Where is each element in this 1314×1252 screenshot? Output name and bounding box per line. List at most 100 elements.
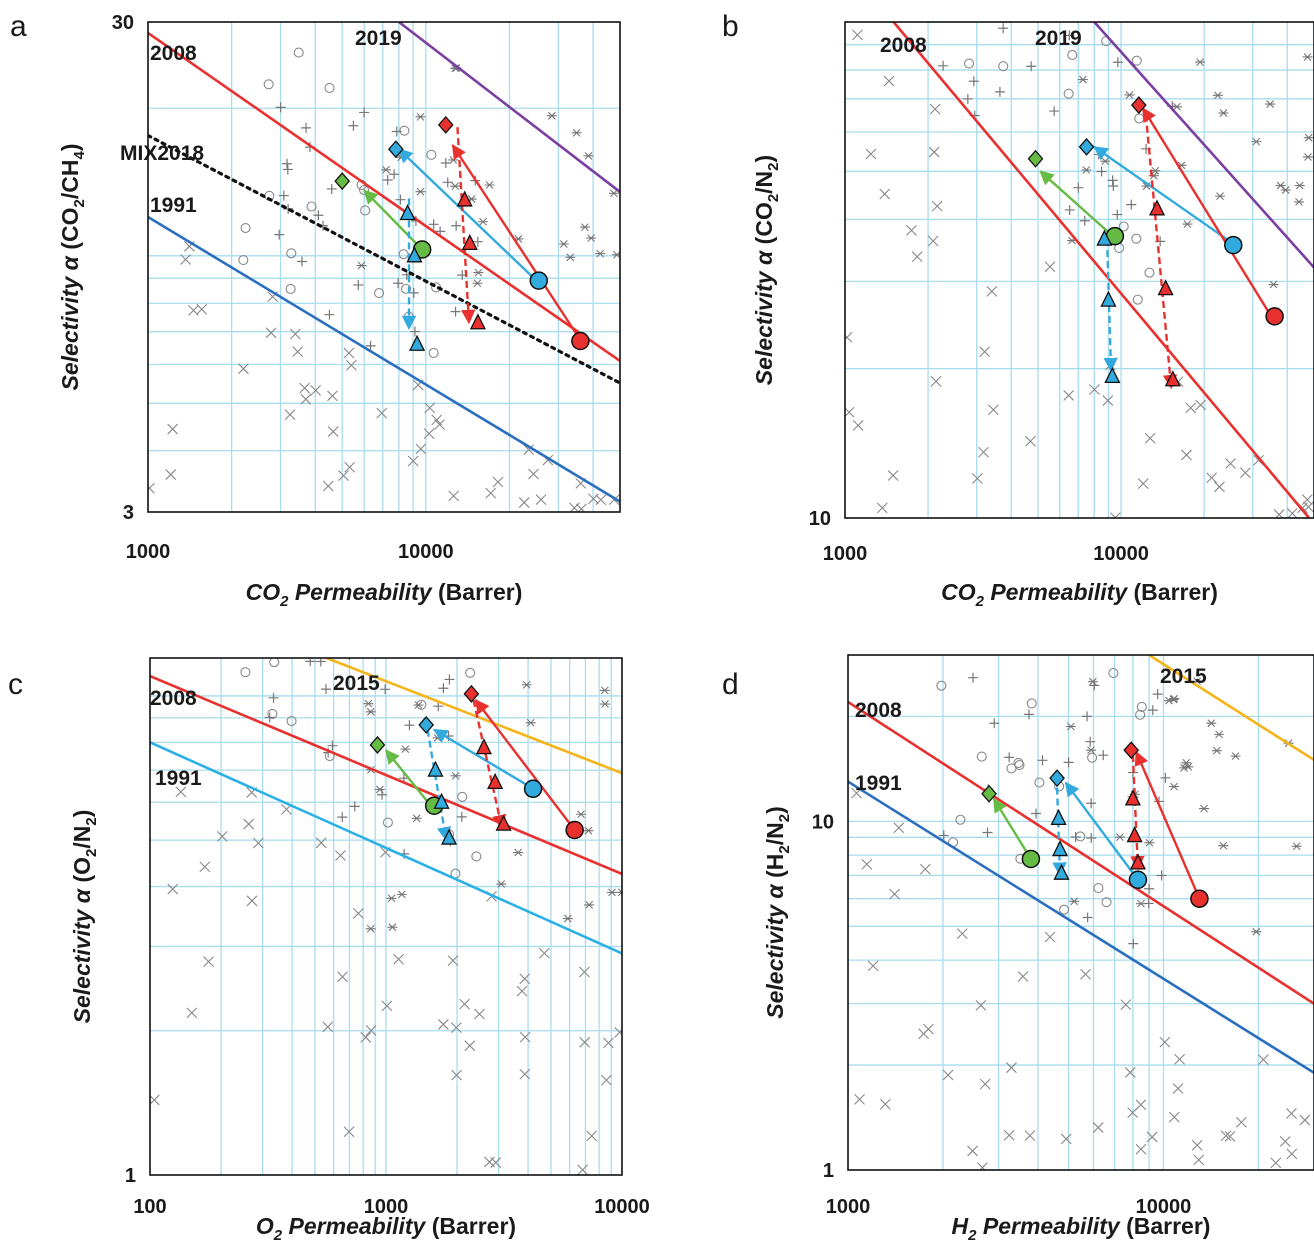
data-point-cross <box>865 148 877 160</box>
data-point-cross <box>931 200 943 212</box>
data-point-plus <box>408 287 419 298</box>
data-point-circle <box>955 814 966 825</box>
data-point-asterisk <box>450 182 461 191</box>
data-point-cross <box>1006 1062 1017 1074</box>
y-axis-label: Selectivity α (CO2/N2) <box>751 155 782 385</box>
data-point-circle <box>936 680 947 691</box>
data-point-circle <box>269 658 280 668</box>
data-point-circle <box>1034 777 1045 788</box>
data-point-plus <box>245 555 255 565</box>
data-point-cross <box>424 402 436 414</box>
data-point-cross <box>929 103 941 115</box>
data-point-plus <box>1107 175 1118 186</box>
data-point-circle <box>1093 883 1104 894</box>
data-point-plus <box>338 639 348 649</box>
data-point-circle <box>471 851 482 862</box>
data-point-plus <box>1049 106 1060 117</box>
data-point-cross <box>292 346 304 357</box>
data-point-asterisk <box>484 181 495 189</box>
data-point-plus <box>391 126 402 137</box>
data-point-cross <box>518 497 530 508</box>
data-point-plus <box>379 614 389 624</box>
bound-label-2008: 2008 <box>855 699 902 722</box>
data-point-circle <box>1063 88 1074 99</box>
data-point-cross <box>911 251 923 263</box>
data-point-cross <box>150 1094 160 1106</box>
x-axis-label: H2 Permeability (Barrer) <box>952 1213 1211 1244</box>
data-point-circle <box>382 817 393 828</box>
data-point-cross <box>1135 1099 1147 1111</box>
data-point-asterisk <box>473 268 484 277</box>
panel-d: 1991 2008 2015 1000 10000 1 10 H2 Permeability … <box>722 615 1314 1244</box>
data-point-cross <box>180 254 192 265</box>
data-point-asterisk <box>386 894 397 903</box>
data-point-cross <box>852 29 863 41</box>
bound-label-2015: 2015 <box>333 672 380 695</box>
plot-frame <box>847 654 1314 1171</box>
panel-c: 1991 2008 2015 100 1000 10000 1 O2 Permeability… <box>8 555 650 1244</box>
data-point-plus <box>337 812 348 823</box>
data-point-cross <box>447 955 459 966</box>
data-point-circle <box>360 205 371 216</box>
highlight-marker-diamond <box>387 140 404 159</box>
data-point-circle <box>976 751 987 762</box>
data-point-plus <box>1020 615 1030 625</box>
data-point-circle <box>1135 709 1146 720</box>
highlight-marker-circle <box>1021 849 1041 869</box>
data-point-cross <box>845 406 855 418</box>
data-point-plus <box>1152 689 1163 700</box>
data-point-cross <box>1195 399 1207 411</box>
data-point-circle <box>1131 55 1142 66</box>
data-point-cross <box>927 235 939 247</box>
data-point-plus <box>365 340 376 351</box>
data-point-cross <box>987 404 999 416</box>
bound-label-2015: 2015 <box>1160 665 1207 688</box>
data-point-plus <box>429 640 439 650</box>
highlight-marker-triangle <box>1164 370 1181 387</box>
data-point-cross <box>474 1008 485 1020</box>
data-point-circle <box>306 201 317 212</box>
data-point-asterisk <box>599 686 610 695</box>
highlight-marker-triangle <box>399 204 416 221</box>
highlight-marker-triangle <box>427 760 444 777</box>
data-point-cross <box>1024 1130 1036 1141</box>
transition-arrow <box>1039 170 1117 240</box>
data-point-asterisk <box>565 253 576 262</box>
data-point-plus <box>1073 182 1084 193</box>
data-point-plus <box>444 674 455 685</box>
data-point-cross <box>519 973 531 985</box>
data-point-cross <box>861 858 873 870</box>
data-point-asterisk <box>583 826 594 835</box>
data-point-cross <box>243 818 255 830</box>
data-point-circle <box>251 642 260 651</box>
data-point-cross <box>450 1022 462 1033</box>
data-point-cross <box>1025 435 1036 447</box>
data-point-asterisk <box>1230 752 1241 761</box>
data-point-plus <box>938 830 949 841</box>
data-point-asterisk <box>583 151 594 160</box>
data-point-plus <box>275 102 286 113</box>
data-point-plus <box>472 236 483 247</box>
highlight-marker-triangle <box>1096 229 1113 246</box>
data-point-cross <box>196 303 208 315</box>
data-point-cross <box>1044 931 1056 943</box>
x-tick-label: 10000 <box>1093 543 1149 565</box>
data-point-cross <box>1181 449 1192 461</box>
data-point-cross <box>577 1164 588 1175</box>
data-point-circle <box>240 667 251 678</box>
y-tick-label: 30 <box>112 12 134 34</box>
data-point-circle <box>374 288 385 299</box>
x-tick-label: 1000 <box>823 543 868 565</box>
data-point-plus <box>382 175 393 186</box>
data-point-circle <box>964 58 975 69</box>
data-point-asterisk <box>1086 746 1097 755</box>
data-point-cross <box>586 1130 598 1142</box>
data-point-asterisk <box>400 745 411 754</box>
y-tick-label: 3 <box>123 502 134 524</box>
data-point-asterisk <box>374 785 385 794</box>
data-point-asterisk <box>472 279 483 288</box>
data-point-cross <box>1193 1154 1205 1166</box>
data-point-cross <box>1191 1139 1203 1151</box>
data-point-cross <box>603 1037 614 1049</box>
data-point-cross <box>148 482 155 494</box>
